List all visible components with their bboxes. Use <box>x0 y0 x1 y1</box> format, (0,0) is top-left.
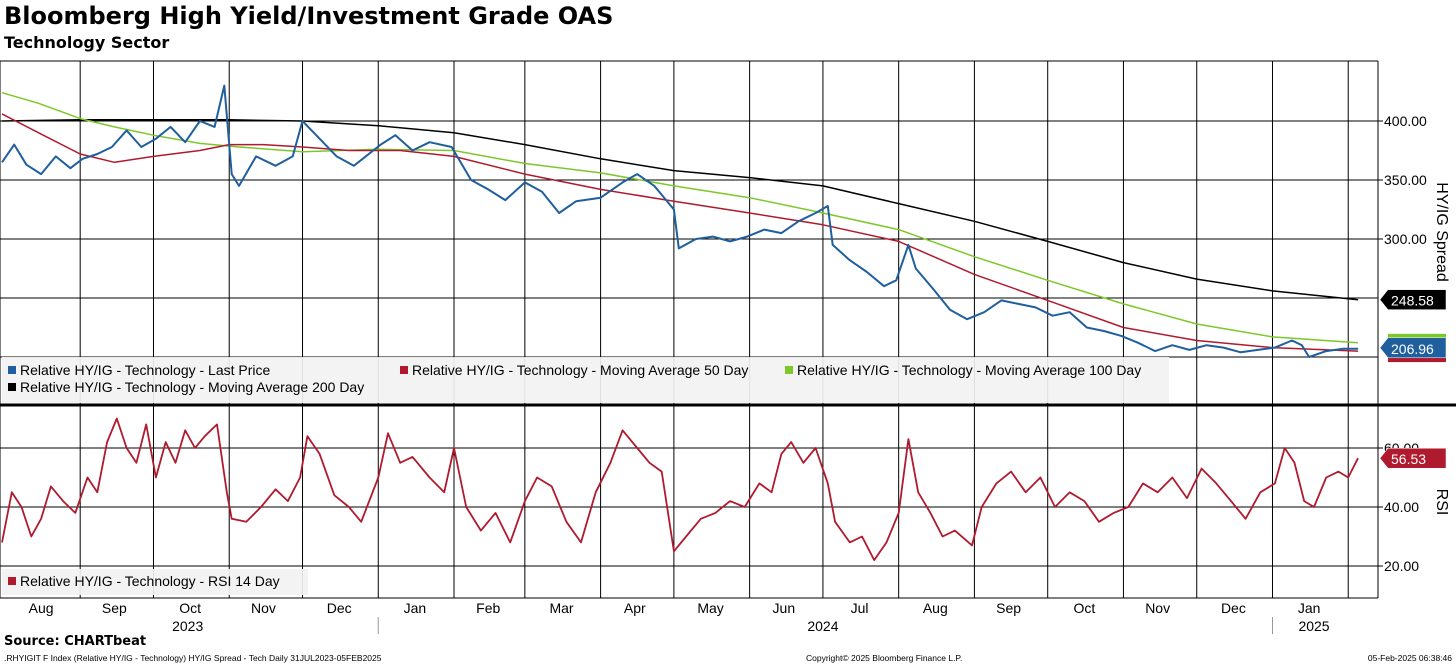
x-month-label: Jun <box>773 600 796 616</box>
source-label: Source: CHARTbeat <box>4 634 147 649</box>
upper-legend-swatch <box>785 366 793 374</box>
upper-legend-entry: Relative HY/IG - Technology - Moving Ave… <box>412 362 748 378</box>
x-month-label: Jan <box>404 600 427 616</box>
upper-legend-entry: Relative HY/IG - Technology - Moving Ave… <box>20 379 364 395</box>
x-month-label: Jul <box>851 600 869 616</box>
lower-ytick-label: 20.00 <box>1384 558 1419 574</box>
upper-legend-bg <box>2 357 1169 403</box>
last-price-end-label-bg <box>1379 337 1447 359</box>
ticker-info: .RHYIGIT F Index (Relative HY/IG - Techn… <box>4 653 382 663</box>
ma100-line <box>1 91 1359 344</box>
ma50-end-tag <box>1388 354 1446 363</box>
x-year-label: 2024 <box>807 618 838 634</box>
upper-panel-grid <box>0 61 1378 404</box>
upper-legend-swatch <box>8 366 16 374</box>
timestamp: 05-Feb-2025 06:38:46 <box>1367 653 1452 663</box>
last-price-end-label: 206.96 <box>1379 337 1447 359</box>
x-month-label: Apr <box>624 600 646 616</box>
last-price-end-label-text: 206.96 <box>1391 341 1434 357</box>
ma200-line <box>1 119 1359 301</box>
rsi-end-label: 56.53 <box>1379 447 1447 469</box>
lower-legend: Relative HY/IG - Technology - RSI 14 Day <box>2 569 308 595</box>
last-price-line <box>1 84 1359 358</box>
lower-ytick-label: 40.00 <box>1384 499 1419 515</box>
x-month-label: Feb <box>476 600 500 616</box>
upper-y-axis-title: HY/IG Spread <box>1433 182 1450 282</box>
upper-ytick-label: 350.00 <box>1384 172 1427 188</box>
x-month-label: Oct <box>179 600 201 616</box>
upper-legend: Relative HY/IG - Technology - Last Price… <box>2 357 1169 403</box>
ma50-line <box>1 113 1359 352</box>
upper-ytick-label: 400.00 <box>1384 113 1427 129</box>
x-month-label: Sep <box>996 600 1021 616</box>
ma200-end-label: 248.58 <box>1379 289 1447 310</box>
lower-legend-swatch <box>8 577 16 585</box>
x-month-label: May <box>697 600 723 616</box>
x-month-label: Sep <box>102 600 127 616</box>
copyright: Copyright© 2025 Bloomberg Finance L.P. <box>806 653 963 663</box>
upper-ytick-label: 300.00 <box>1384 231 1427 247</box>
x-month-label: Nov <box>1145 600 1170 616</box>
rsi-end-label-bg <box>1379 447 1447 469</box>
ma200-end-label-bg <box>1379 289 1447 310</box>
chart-title: Bloomberg High Yield/Investment Grade OA… <box>4 2 614 30</box>
lower-y-axis-title: RSI <box>1433 489 1450 516</box>
lower-panel-series <box>1 417 1359 561</box>
upper-panel-series <box>1 84 1359 358</box>
upper-legend-swatch <box>400 366 408 374</box>
rsi-end-label-text: 56.53 <box>1391 451 1426 467</box>
upper-legend-entry: Relative HY/IG - Technology - Last Price <box>20 362 271 378</box>
x-year-label: 2025 <box>1298 618 1329 634</box>
ma200-end-label-text: 248.58 <box>1391 293 1434 309</box>
x-month-label: Aug <box>29 600 54 616</box>
rsi-line <box>1 417 1359 561</box>
x-month-label: Dec <box>1221 600 1246 616</box>
x-month-label: Aug <box>923 600 948 616</box>
ma100-end-tag <box>1388 333 1446 341</box>
upper-legend-entry: Relative HY/IG - Technology - Moving Ave… <box>797 362 1141 378</box>
chart-subtitle: Technology Sector <box>4 33 170 52</box>
x-month-label: Jan <box>1298 600 1321 616</box>
x-month-label: Nov <box>251 600 276 616</box>
upper-legend-swatch <box>8 383 16 391</box>
lower-legend-bg <box>2 569 308 595</box>
x-month-label: Dec <box>327 600 352 616</box>
x-year-label: 2023 <box>172 618 203 634</box>
x-month-label: Mar <box>549 600 573 616</box>
x-month-label: Oct <box>1073 600 1095 616</box>
lower-legend-entry: Relative HY/IG - Technology - RSI 14 Day <box>20 573 280 589</box>
